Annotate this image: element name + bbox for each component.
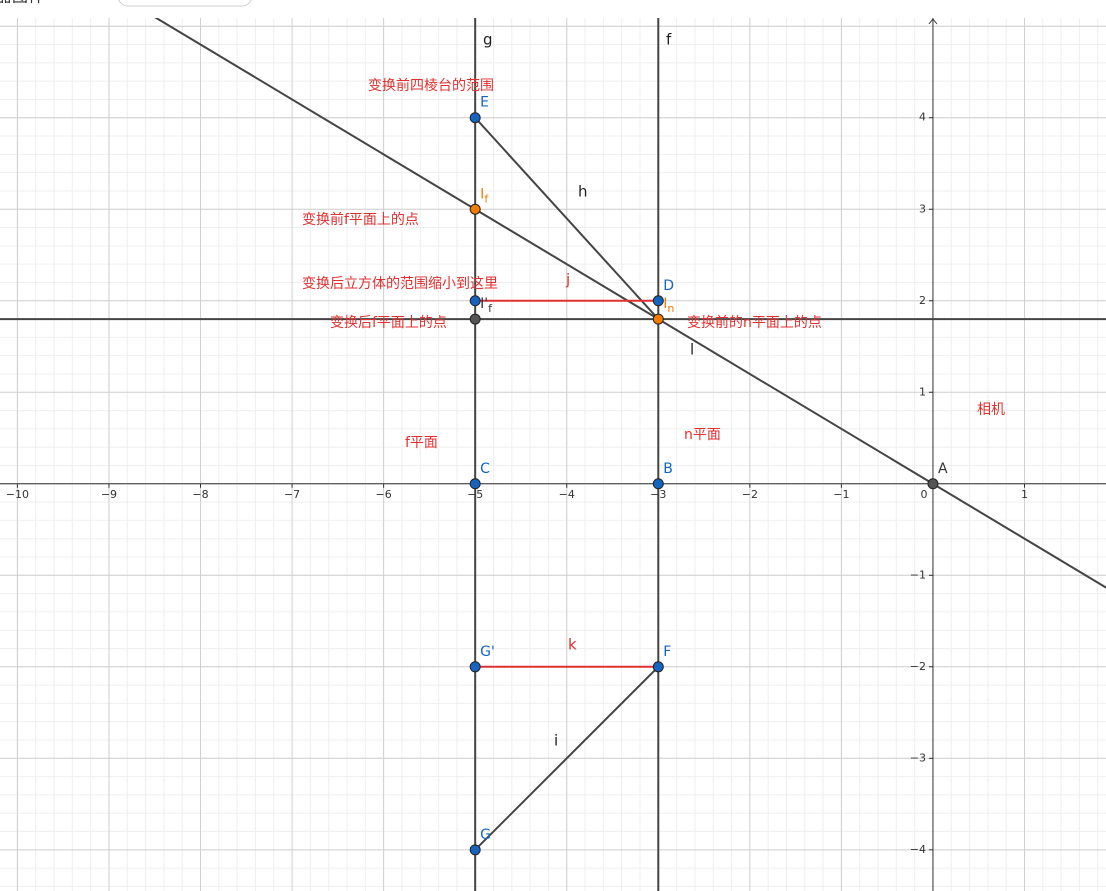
point (469, 112, 481, 124)
y-tick-label: 3 (919, 202, 926, 215)
point-name: I (480, 186, 484, 202)
point-subscript: n (667, 302, 674, 315)
x-tick-label: −6 (376, 488, 392, 501)
point-label: F (663, 644, 671, 660)
x-tick-label: −7 (284, 488, 300, 501)
toolbar-title: 器图样 (0, 0, 44, 6)
annotation: n平面 (684, 427, 721, 443)
point-name: C (480, 461, 490, 477)
segment-label: k (568, 636, 577, 654)
point (469, 478, 481, 490)
point-label: A (938, 461, 948, 477)
point (469, 203, 481, 215)
point-label: G' (480, 644, 495, 660)
segment-label: h (578, 183, 588, 201)
annotation: 变换后立方体的范围缩小到这里 (302, 275, 498, 292)
x-tick-label: −5 (467, 488, 483, 501)
y-tick-label: −1 (910, 568, 926, 581)
annotation: 变换后f平面上的点 (330, 314, 447, 331)
point-label: I'f (480, 296, 493, 315)
point-name: G (480, 827, 491, 843)
annotation: 变换前的n平面上的点 (687, 314, 822, 331)
x-tick-label: 0 (920, 488, 927, 501)
segment-label: i (554, 732, 558, 750)
annotation: 变换前四棱台的范围 (368, 77, 494, 94)
point-name: G' (480, 644, 495, 660)
x-tick-label: −1 (833, 488, 849, 501)
annotation: 相机 (977, 402, 1005, 418)
point-label: B (663, 461, 673, 477)
point-label: D (663, 278, 674, 294)
y-tick-label: −2 (910, 660, 926, 673)
point (652, 313, 664, 325)
line-label: f (666, 31, 672, 49)
x-tick-label: −3 (650, 488, 666, 501)
point (469, 844, 481, 856)
x-tick-label: −2 (742, 488, 758, 501)
point-label: E (480, 95, 489, 111)
x-tick-label: −9 (101, 488, 117, 501)
line-label: l (690, 341, 694, 359)
point (927, 478, 939, 490)
toolbar (0, 0, 1106, 18)
segment (474, 117, 660, 320)
segment-label: j (565, 271, 570, 289)
y-tick-label: −4 (910, 843, 926, 856)
point-name: F (663, 644, 671, 660)
x-tick-label: −8 (192, 488, 208, 501)
point (469, 313, 481, 325)
point-label: G (480, 827, 491, 843)
y-tick-label: 2 (919, 294, 926, 307)
point-label: In (663, 296, 674, 315)
point-name: I' (480, 296, 488, 312)
point-subscript: f (484, 192, 489, 205)
point-name: I (663, 296, 667, 312)
point-name: E (480, 95, 489, 111)
point-name: B (663, 461, 673, 477)
point-label: C (480, 461, 490, 477)
y-tick-label: −3 (910, 751, 926, 764)
point-name: A (938, 461, 948, 477)
point-subscript: f (488, 302, 493, 315)
point-label: If (480, 186, 489, 205)
x-tick-label: 1 (1021, 488, 1028, 501)
line-label: g (483, 31, 493, 49)
segment (474, 666, 659, 851)
point-name: D (663, 278, 674, 294)
point (652, 661, 664, 673)
search-box[interactable] (118, 0, 252, 7)
x-tick-label: −10 (6, 488, 29, 501)
annotation: 变换前f平面上的点 (302, 211, 419, 228)
y-axis-arrow (928, 18, 938, 25)
annotation: f平面 (405, 435, 438, 451)
y-tick-label: 4 (919, 111, 926, 124)
point (652, 295, 664, 307)
x-tick-label: −4 (559, 488, 575, 501)
point (469, 661, 481, 673)
y-tick-label: 1 (919, 385, 926, 398)
point (469, 295, 481, 307)
point (652, 478, 664, 490)
